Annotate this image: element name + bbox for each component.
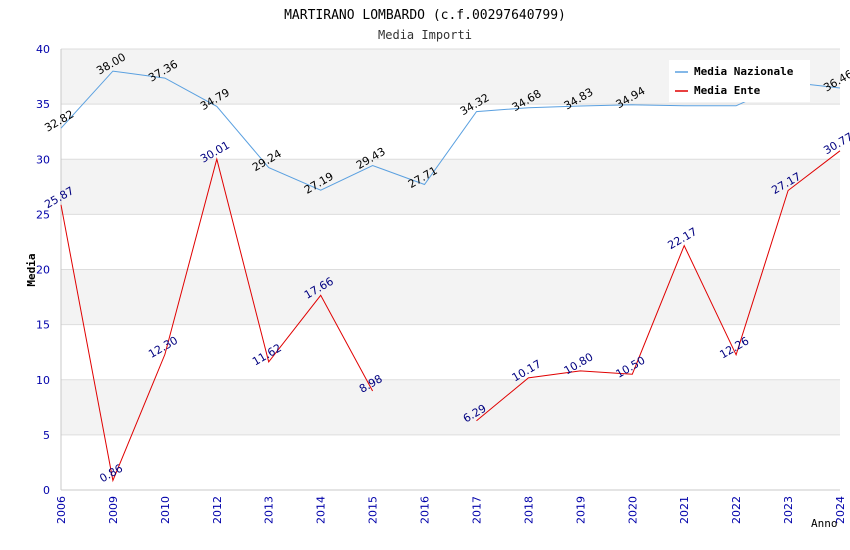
y-tick-labels: 0 5 10 15 20 25 30 35 40 [36, 43, 50, 497]
y-tick-label: 30 [36, 153, 50, 166]
y-tick-label: 10 [36, 374, 50, 387]
x-tick-label: 2016 [419, 496, 432, 524]
data-label: 12.26 [717, 334, 751, 361]
series-line-ente [60, 157, 374, 483]
y-axis-label: Media [25, 253, 38, 286]
legend-label-nazionale: Media Nazionale [694, 65, 794, 78]
data-label: 0.86 [97, 462, 125, 486]
x-tick-labels: 2006 2009 2010 2012 2013 2014 2015 2016 2017 2018… [55, 496, 847, 524]
y-tick-label: 0 [43, 484, 50, 497]
x-tick-label: 2013 [263, 496, 276, 524]
y-tick-label: 40 [36, 43, 50, 56]
x-tick-label: 2018 [522, 496, 535, 524]
y-tick-label: 15 [36, 319, 50, 332]
x-tick-label: 2020 [626, 496, 639, 524]
grid-band [61, 159, 840, 215]
x-tick-label: 2019 [574, 496, 587, 524]
x-tick-label: 2009 [107, 496, 120, 524]
x-tick-label: 2022 [730, 496, 743, 524]
x-tick-label: 2024 [834, 496, 847, 524]
data-label: 10.50 [614, 354, 648, 381]
series-line-nazionale [60, 70, 841, 191]
x-tick-label: 2023 [782, 496, 795, 524]
chart-subtitle: Media Importi [378, 28, 472, 42]
chart-title: MARTIRANO LOMBARDO (c.f.00297640799) [284, 8, 566, 23]
y-tick-label: 20 [36, 264, 50, 277]
x-tick-label: 2006 [55, 496, 68, 524]
x-tick-label: 2021 [678, 496, 691, 524]
x-tick-label: 2015 [367, 496, 380, 524]
x-tick-label: 2014 [315, 496, 328, 524]
y-tick-label: 5 [43, 429, 50, 442]
x-tick-label: 2010 [159, 496, 172, 524]
y-tick-label: 25 [36, 208, 50, 221]
x-tick-label: 2012 [211, 496, 224, 524]
data-label: 12.30 [146, 334, 180, 361]
grid-bands [61, 49, 840, 435]
legend-label-ente: Media Ente [694, 84, 761, 97]
data-label: 22.17 [666, 225, 700, 252]
legend-box [669, 60, 810, 102]
legend: Media Nazionale Media Ente [669, 60, 810, 102]
series-line-ente [476, 150, 841, 422]
data-label: 10.80 [562, 350, 596, 377]
x-axis-label: Anno [811, 517, 838, 530]
x-tick-label: 2017 [470, 496, 483, 524]
data-label: 32.82 [42, 108, 76, 135]
data-label: 11.62 [250, 341, 284, 368]
grid-band [61, 379, 840, 435]
series-lines [60, 70, 841, 483]
y-tick-label: 35 [36, 98, 50, 111]
grid-band [61, 269, 840, 325]
data-label: 30.77 [821, 130, 850, 157]
